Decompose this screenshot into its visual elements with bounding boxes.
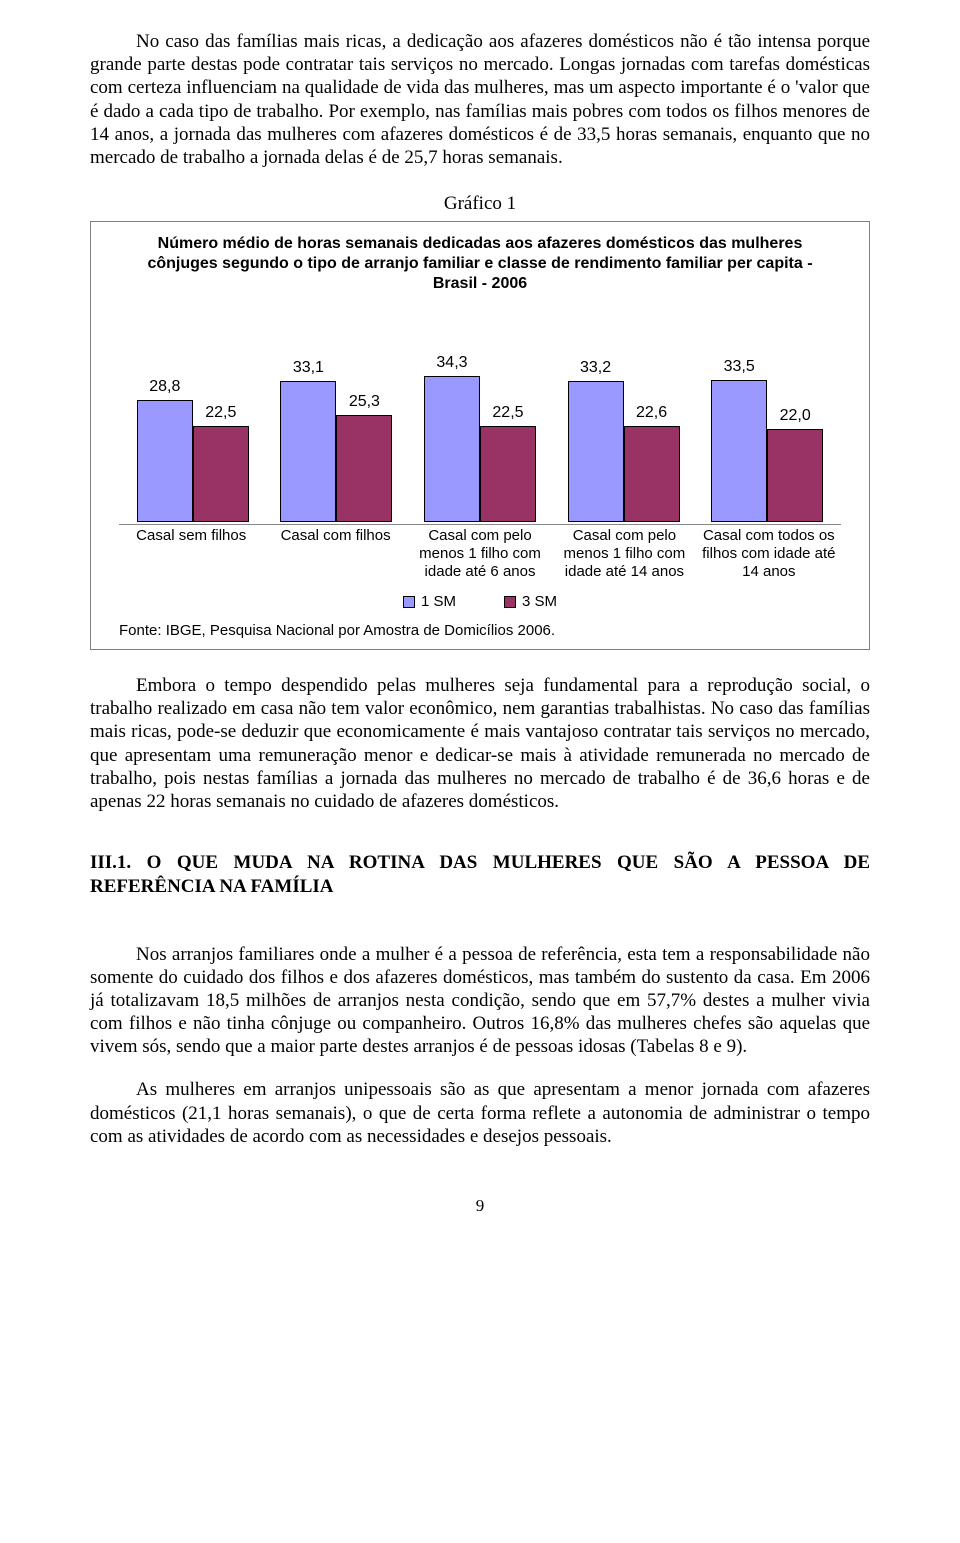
- bar-1sm: [137, 400, 193, 522]
- legend-swatch-1sm: [403, 596, 415, 608]
- bar-3sm: [480, 426, 536, 522]
- chart-outer-title: Gráfico 1: [90, 193, 870, 215]
- bar-3sm: [767, 429, 823, 523]
- legend-item-1sm: 1 SM: [403, 593, 456, 610]
- chart-legend: 1 SM 3 SM: [119, 593, 841, 610]
- category-label: Casal com pelo menos 1 filho com idade a…: [408, 527, 552, 581]
- chart-bars-area: 28,8 22,5 33,1 25,3 34,3 22,5 33,2 22,6 33,5 22,0: [119, 322, 841, 522]
- bar-3sm: [336, 415, 392, 523]
- chart-categories-row: Casal sem filhosCasal com filhosCasal co…: [119, 524, 841, 581]
- bar-1sm: [568, 381, 624, 522]
- bar-3sm: [624, 426, 680, 522]
- body-paragraph-3: Nos arranjos familiares onde a mulher é …: [90, 943, 870, 1059]
- legend-swatch-3sm: [504, 596, 516, 608]
- bar-value-label: 33,1: [293, 359, 324, 377]
- bar-group: 28,8 22,5: [121, 322, 265, 522]
- bar-value-label: 33,2: [580, 359, 611, 377]
- bar-value-label: 28,8: [149, 378, 180, 396]
- chart-source: Fonte: IBGE, Pesquisa Nacional por Amost…: [119, 622, 841, 639]
- bar-1sm: [711, 380, 767, 522]
- category-label: Casal com todos os filhos com idade até …: [697, 527, 841, 581]
- bar-value-label: 22,6: [636, 404, 667, 422]
- body-paragraph-4: As mulheres em arranjos unipessoais são …: [90, 1078, 870, 1148]
- chart-heading: Número médio de horas semanais dedicadas…: [119, 234, 841, 322]
- bar-1sm: [424, 376, 480, 522]
- bar-value-label: 33,5: [724, 358, 755, 376]
- bar-value-label: 25,3: [349, 393, 380, 411]
- legend-label-1sm: 1 SM: [421, 593, 456, 610]
- bar-3sm: [193, 426, 249, 522]
- category-label: Casal sem filhos: [119, 527, 263, 581]
- bar-group: 33,1 25,3: [265, 322, 409, 522]
- legend-label-3sm: 3 SM: [522, 593, 557, 610]
- chart-container: Número médio de horas semanais dedicadas…: [90, 221, 870, 650]
- category-label: Casal com filhos: [263, 527, 407, 581]
- bar-value-label: 22,5: [205, 404, 236, 422]
- bar-1sm: [280, 381, 336, 522]
- legend-item-3sm: 3 SM: [504, 593, 557, 610]
- bar-value-label: 22,5: [492, 404, 523, 422]
- bar-value-label: 22,0: [780, 407, 811, 425]
- page-number: 9: [90, 1196, 870, 1216]
- bar-group: 33,5 22,0: [695, 322, 839, 522]
- bar-group: 33,2 22,6: [552, 322, 696, 522]
- body-paragraph-2: Embora o tempo despendido pelas mulheres…: [90, 674, 870, 813]
- bar-value-label: 34,3: [436, 354, 467, 372]
- section-heading: III.1. O QUE MUDA NA ROTINA DAS MULHERES…: [90, 851, 870, 899]
- category-label: Casal com pelo menos 1 filho com idade a…: [552, 527, 696, 581]
- bar-group: 34,3 22,5: [408, 322, 552, 522]
- body-paragraph-1: No caso das famílias mais ricas, a dedic…: [90, 30, 870, 169]
